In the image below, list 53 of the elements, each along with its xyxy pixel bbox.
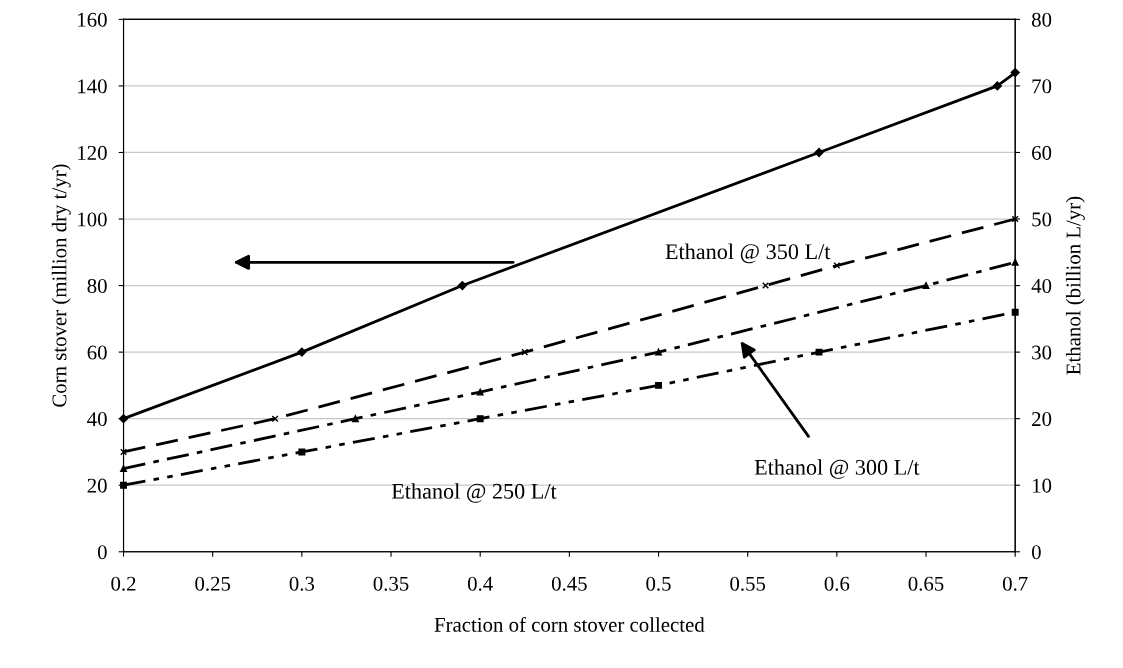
y-tick-label: 120 xyxy=(78,145,107,160)
point xyxy=(655,381,663,389)
y-tick-label: 20 xyxy=(87,478,107,493)
point xyxy=(815,348,823,356)
annotation: Ethanol @ 250 L/t xyxy=(391,483,557,503)
point xyxy=(762,282,769,290)
x-tick-label: 0.45 xyxy=(551,576,587,591)
x-tick-label: 0.2 xyxy=(111,576,136,591)
point xyxy=(814,147,824,158)
point xyxy=(457,280,467,291)
y-tick-label: 100 xyxy=(78,212,107,227)
point xyxy=(351,415,359,423)
y-tick-label: 80 xyxy=(87,278,107,293)
y2-tick-label: 80 xyxy=(1031,12,1052,27)
x-tick-label: 0.25 xyxy=(195,576,231,591)
x-tick-label: 0.65 xyxy=(908,576,944,591)
x-tick-label: 0.6 xyxy=(824,576,850,591)
y2-tick-label: 0 xyxy=(1031,545,1041,560)
point xyxy=(297,347,307,357)
y2-tick-label: 40 xyxy=(1031,278,1052,293)
y2-tick-label: 50 xyxy=(1032,212,1052,227)
point xyxy=(992,81,1002,91)
y2-tick-label: 20 xyxy=(1032,412,1052,427)
x-tick-label: 0.55 xyxy=(730,576,766,591)
annotation: Ethanol @ 350 L/t xyxy=(665,243,831,264)
point xyxy=(118,414,129,424)
x-tick-label: 0.7 xyxy=(1002,576,1028,591)
x-tick-label: 0.35 xyxy=(373,576,409,591)
annotation: Ethanol @ 300 L/t xyxy=(754,459,920,479)
y-tick-label: 60 xyxy=(87,345,107,360)
x-tick-label: 0.5 xyxy=(646,576,671,591)
y-axis-title: Corn stover (million dry t/yr) xyxy=(51,164,71,407)
y2-tick-label: 10 xyxy=(1033,478,1052,493)
point xyxy=(298,448,306,456)
x-tick-label: 0.3 xyxy=(289,576,315,591)
point xyxy=(833,262,841,270)
point xyxy=(655,348,663,356)
y2-tick-label: 60 xyxy=(1032,145,1052,160)
point xyxy=(476,415,484,423)
point xyxy=(271,415,279,423)
y2-tick-label: 30 xyxy=(1032,345,1052,360)
y-tick-label: 40 xyxy=(87,412,107,427)
point xyxy=(521,348,529,356)
y2-tick-label: 70 xyxy=(1032,79,1052,94)
y-tick-label: 140 xyxy=(78,79,107,94)
point xyxy=(476,388,484,396)
y2-axis-title: Ethanol (billion L/yr) xyxy=(1065,196,1085,375)
point xyxy=(922,282,930,290)
x-tick-label: 0.4 xyxy=(467,576,493,591)
x-axis-title: Fraction of corn stover collected xyxy=(434,616,705,632)
y-tick-label: 0 xyxy=(97,545,107,560)
y-tick-label: 160 xyxy=(78,12,107,27)
point xyxy=(1011,308,1019,316)
